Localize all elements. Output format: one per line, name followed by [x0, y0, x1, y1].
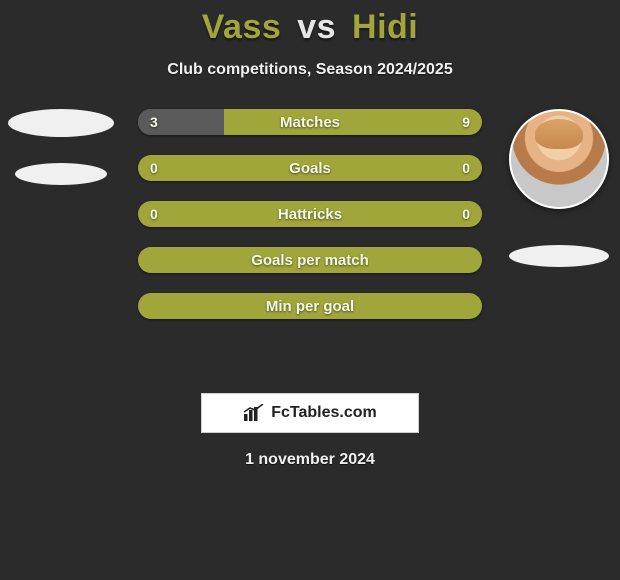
- stat-bars: 39Matches00Goals00HattricksGoals per mat…: [138, 109, 482, 319]
- comparison-content: 39Matches00Goals00HattricksGoals per mat…: [0, 109, 620, 369]
- bar-value-left: 3: [138, 109, 170, 135]
- bar-value-left: 0: [138, 155, 170, 181]
- player2-name: Hidi: [352, 8, 418, 46]
- stat-bar: Goals per match: [138, 247, 482, 273]
- brand-chart-icon: [243, 404, 265, 422]
- bar-track: [138, 155, 482, 181]
- player1-club-placeholder: [15, 163, 107, 185]
- bar-value-right: 0: [450, 201, 482, 227]
- bar-value-right: 9: [450, 109, 482, 135]
- stat-bar: Min per goal: [138, 293, 482, 319]
- player2-club-placeholder: [509, 245, 609, 267]
- subtitle: Club competitions, Season 2024/2025: [0, 61, 620, 79]
- player1-name: Vass: [202, 8, 282, 46]
- player2-avatar-photo: [509, 109, 609, 209]
- date-label: 1 november 2024: [0, 451, 620, 469]
- brand-box: FcTables.com: [201, 393, 419, 433]
- bar-value-right: 0: [450, 155, 482, 181]
- bar-track: [138, 201, 482, 227]
- page-title: Vass vs Hidi: [0, 0, 620, 47]
- bar-value-left: 0: [138, 201, 170, 227]
- player1-avatar-column: [6, 109, 116, 185]
- stat-bar: 39Matches: [138, 109, 482, 135]
- player1-avatar-placeholder: [8, 109, 114, 137]
- brand-text: FcTables.com: [271, 404, 377, 422]
- vs-label: vs: [297, 8, 336, 46]
- player2-avatar-column: [504, 109, 614, 267]
- bar-track: [138, 293, 482, 319]
- stat-bar: 00Hattricks: [138, 201, 482, 227]
- bar-track: [138, 247, 482, 273]
- stat-bar: 00Goals: [138, 155, 482, 181]
